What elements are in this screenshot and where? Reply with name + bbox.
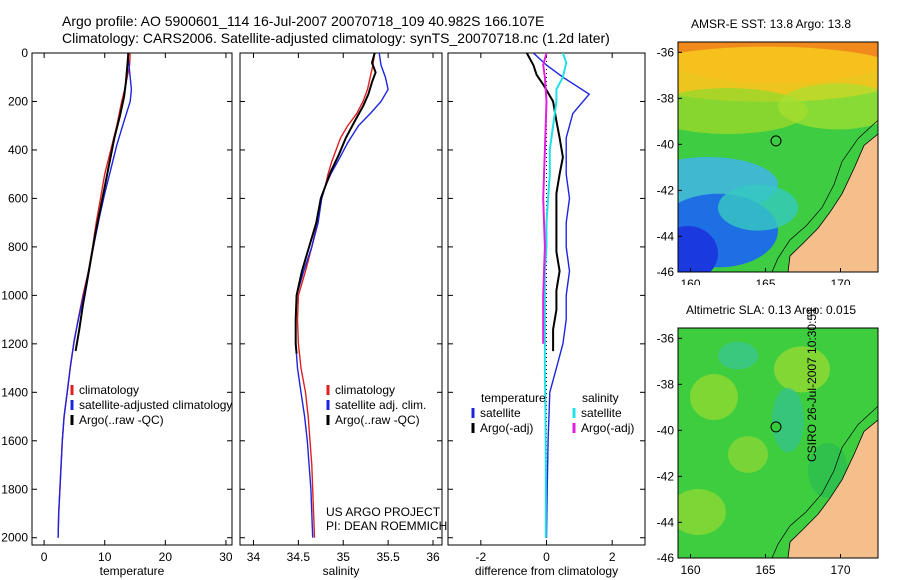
plot-frame xyxy=(31,52,233,546)
field-patch xyxy=(690,374,738,420)
legend-label: Argo(..raw -QC) xyxy=(335,413,420,427)
field-patch xyxy=(678,88,808,134)
map-y-tick-label: -40 xyxy=(657,137,675,151)
legend-label: climatology xyxy=(335,383,395,397)
x-tick-label: 2 xyxy=(609,550,616,564)
y-tick-label: 600 xyxy=(8,191,28,205)
map-y-tick-label: -46 xyxy=(657,551,675,565)
legend-label: Argo(..raw -QC) xyxy=(79,413,164,427)
map-y-tick-label: -38 xyxy=(657,377,675,391)
bathymetry-contour xyxy=(771,405,878,558)
y-tick-label: 1400 xyxy=(1,385,28,399)
map-y-tick-label: -44 xyxy=(657,229,675,243)
field-patch xyxy=(718,341,758,370)
map-x-tick-label: 170 xyxy=(830,563,850,576)
series-line-3 xyxy=(542,53,548,344)
legend-header-salinity: salinity xyxy=(582,391,619,405)
x-axis-label: difference from climatology xyxy=(475,564,618,578)
bathymetry-contour xyxy=(771,119,878,272)
field-patch xyxy=(678,489,726,535)
y-tick-label: 1000 xyxy=(1,288,28,302)
credit-label: CSIRO 26-Jul-2007 10:30:51 xyxy=(805,307,819,462)
map-field xyxy=(678,328,878,558)
sla-map: Altimetric SLA: 0.13 Argo: 0.015 160 165 17… xyxy=(657,303,879,576)
field-patch xyxy=(774,346,830,393)
plot-frame xyxy=(239,52,443,546)
legend-label: climatology xyxy=(79,383,139,397)
x-tick-label: 30 xyxy=(219,550,233,564)
figure-title-line-1: Argo profile: AO 5900601_114 16-Jul-2007… xyxy=(62,13,545,29)
figure-title-line-2: Climatology: CARS2006. Satellite-adjuste… xyxy=(62,30,610,46)
land-area xyxy=(787,419,878,558)
legend-header-temperature: temperature xyxy=(481,391,546,405)
map-y-tick-label: -36 xyxy=(657,45,675,59)
legend-label: satellite xyxy=(480,406,521,420)
field-patch xyxy=(778,83,878,130)
pi-annotation: PI: DEAN ROEMMICH xyxy=(326,519,447,533)
x-tick-label: 35.5 xyxy=(376,550,400,564)
map-y-tick-label: -40 xyxy=(657,423,675,437)
temperature-profile-chart: 0 10 20 30 0 200 400 600 800 1000 1200 1400 1600 1800… xyxy=(1,46,233,578)
legend-label: satellite-adjusted climatology xyxy=(79,398,232,412)
y-tick-label: 1600 xyxy=(1,434,28,448)
y-tick-label: 0 xyxy=(21,46,28,60)
y-tick-label: 1200 xyxy=(1,337,28,351)
x-axis-label: salinity xyxy=(323,564,360,578)
series-line-2 xyxy=(74,53,130,352)
land-area xyxy=(787,133,878,272)
x-axis-label: temperature xyxy=(100,564,165,578)
salinity-profile-chart: 34 34.5 35 35.5 36 salinity climatologysatelli… xyxy=(239,52,447,578)
y-tick-label: 200 xyxy=(8,94,28,108)
map-x-tick-label: 160 xyxy=(680,563,700,576)
map-title: AMSR-E SST: 13.8 Argo: 13.8 xyxy=(691,17,851,31)
map-y-tick-label: -46 xyxy=(657,265,675,279)
legend-label: Argo(-adj) xyxy=(480,421,533,435)
x-tick-label: 0 xyxy=(41,550,48,564)
project-annotation: US ARGO PROJECT xyxy=(326,505,441,519)
map-y-tick-label: -42 xyxy=(657,469,675,483)
series-line-1 xyxy=(525,53,564,352)
y-tick-label: 1800 xyxy=(1,482,28,496)
x-tick-label: 34.5 xyxy=(287,550,311,564)
x-tick-label: 10 xyxy=(98,550,112,564)
x-tick-label: 20 xyxy=(159,550,173,564)
legend-label: Argo(-adj) xyxy=(581,421,634,435)
map-x-tick-label: 160 xyxy=(680,277,700,285)
field-patch xyxy=(808,443,848,499)
map-frame xyxy=(677,327,879,559)
map-frame xyxy=(677,41,879,273)
x-tick-label: 35 xyxy=(337,550,351,564)
x-tick-label: 34 xyxy=(247,550,261,564)
legend-label: satellite xyxy=(581,406,622,420)
map-field xyxy=(678,42,878,272)
legend-label: satellite adj. clim. xyxy=(335,398,426,412)
series-line-0 xyxy=(532,53,591,538)
map-x-tick-label: 165 xyxy=(755,563,775,576)
map-x-tick-label: 170 xyxy=(830,277,850,285)
sst-map: AMSR-E SST: 13.8 Argo: 13.8 160 165 170 -36 -… xyxy=(657,17,879,285)
argo-float-marker xyxy=(770,421,782,433)
map-x-tick-label: 165 xyxy=(755,277,775,285)
map-y-tick-label: -38 xyxy=(657,91,675,105)
series-line-2 xyxy=(543,53,568,538)
map-y-tick-label: -44 xyxy=(657,515,675,529)
map-title: Altimetric SLA: 0.13 Argo: 0.015 xyxy=(686,303,856,317)
x-tick-label: 0 xyxy=(543,550,550,564)
field-patch xyxy=(728,436,768,473)
field-patch xyxy=(678,226,718,272)
series-line-2 xyxy=(294,53,377,354)
map-y-tick-label: -42 xyxy=(657,183,675,197)
x-tick-label: 36 xyxy=(426,550,440,564)
y-tick-label: 400 xyxy=(8,143,28,157)
series-line-1 xyxy=(295,53,389,538)
y-tick-label: 2000 xyxy=(1,531,28,545)
field-patch xyxy=(718,184,798,231)
field-patch xyxy=(772,387,804,453)
y-tick-label: 800 xyxy=(8,240,28,254)
map-y-tick-label: -36 xyxy=(657,331,675,345)
argo-float-marker xyxy=(770,135,782,147)
x-tick-label: -2 xyxy=(475,550,486,564)
